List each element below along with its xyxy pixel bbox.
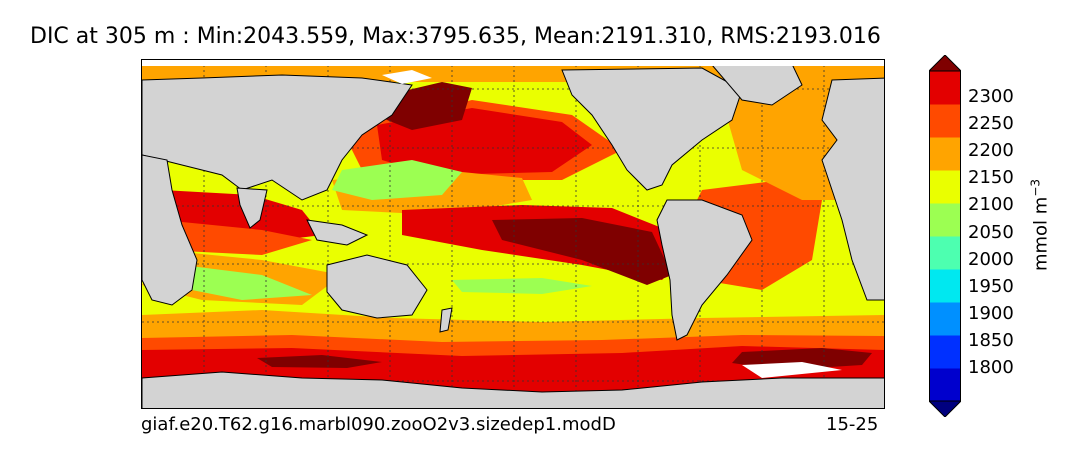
map-title: DIC at 305 m : Min:2043.559, Max:3795.63…	[30, 24, 881, 49]
colorbar-tick-label: 2200	[968, 140, 1014, 161]
colorbar-tick-label: 2150	[968, 167, 1014, 188]
europe-africa-right-land	[821, 77, 884, 301]
colorbar-tick-label: 2050	[968, 222, 1014, 243]
colorbar-lower-arrow	[929, 400, 961, 417]
colorbar-segment	[929, 170, 961, 204]
south-pacific-green	[452, 278, 592, 294]
colorbar-segment	[929, 335, 961, 369]
southern-darkred-patch-1	[257, 355, 382, 368]
years-label: 15-25	[826, 414, 879, 435]
colorbar-segment	[929, 71, 961, 105]
colorbar	[929, 55, 961, 417]
colorbar-segment	[929, 368, 961, 402]
colorbar-tick-label: 2250	[968, 113, 1014, 134]
colorbar-tick-label: 2100	[968, 194, 1014, 215]
case-name-label: giaf.e20.T62.g16.marbl090.zooO2v3.sizede…	[141, 414, 616, 435]
colorbar-segment	[929, 236, 961, 270]
colorbar-segment	[929, 302, 961, 336]
africa-land	[142, 154, 198, 306]
new-zealand-land	[439, 307, 453, 333]
sea-ice	[142, 60, 884, 378]
colorbar-tick-label: 1950	[968, 276, 1014, 297]
colorbar-upper-arrow	[929, 55, 961, 72]
colorbar-units-label: mmol m−3	[1029, 179, 1052, 271]
colorbar-segment	[929, 137, 961, 171]
north-indian-orangered	[162, 220, 312, 255]
colorbar-tick-label: 1900	[968, 303, 1014, 324]
south-indian-green	[182, 265, 312, 300]
eurasia-land	[142, 74, 413, 201]
indonesia-land	[306, 219, 369, 246]
antarctica-land	[142, 371, 884, 408]
north-pacific-green	[332, 160, 462, 200]
colorbar-outline	[929, 70, 961, 402]
colorbar-tick-label: 2000	[968, 249, 1014, 270]
south-america-land	[656, 199, 753, 341]
australia-land	[326, 254, 428, 319]
equatorial-darkred	[492, 218, 672, 285]
colorbar-tick-label: 1850	[968, 330, 1014, 351]
colorbar-units-exponent: −3	[1028, 178, 1043, 197]
dic-map-svg	[142, 60, 884, 408]
colorbar-segment	[929, 269, 961, 303]
colorbar-segment	[929, 104, 961, 138]
dic-map	[141, 59, 885, 409]
colorbar-units-text: mmol m	[1030, 196, 1052, 272]
land-masses	[142, 63, 884, 408]
colorbar-tick-label: 2300	[968, 86, 1014, 107]
colorbar-segment	[929, 203, 961, 237]
colorbar-tick-label: 1800	[968, 357, 1014, 378]
india-land	[236, 187, 268, 229]
